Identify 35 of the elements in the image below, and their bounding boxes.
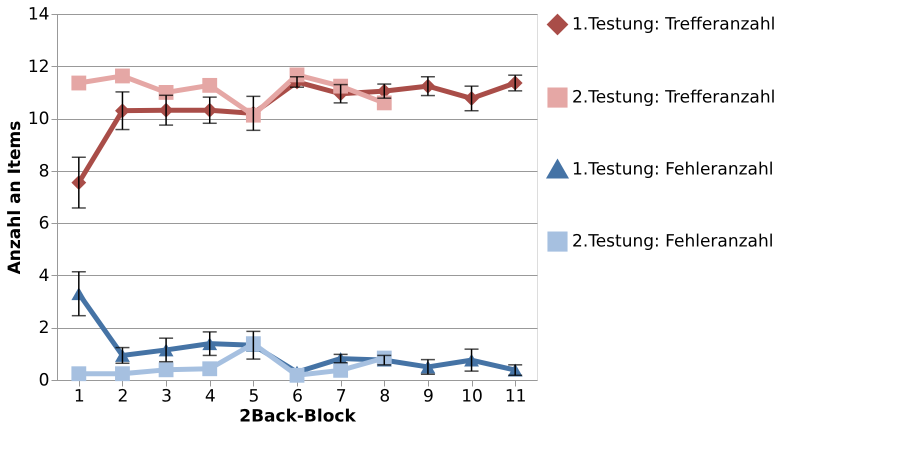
x-axis-title: 2Back-Block: [239, 406, 356, 426]
y-tick-label: 4: [38, 266, 50, 286]
y-tick-label: 6: [38, 214, 50, 234]
point: [333, 362, 348, 378]
x-tick-label: 7: [336, 386, 347, 406]
point: [115, 68, 130, 84]
y-tick-label: 14: [28, 4, 50, 24]
y-tick-label: 2: [38, 318, 50, 338]
point: [202, 78, 218, 93]
x-tick-label: 3: [161, 386, 172, 406]
y-tick-label: 12: [28, 56, 50, 77]
x-tick-label: 1: [74, 386, 85, 406]
y-tick-label: 10: [28, 109, 50, 130]
legend-label: 2.Testung: Trefferanzahl: [572, 88, 776, 108]
x-tick-label: 10: [461, 386, 483, 406]
legend-label: 1.Testung: Fehleranzahl: [572, 160, 774, 180]
point: [202, 361, 218, 376]
point: [158, 362, 174, 378]
point: [246, 336, 261, 352]
x-tick-label: 6: [292, 386, 303, 406]
point: [71, 76, 86, 90]
point: [290, 368, 304, 383]
legend-label: 2.Testung: Fehleranzahl: [572, 232, 774, 252]
x-tick-label: 11: [504, 386, 526, 406]
point: [71, 366, 86, 382]
y-axis-title: Anzahl an Items: [4, 120, 25, 274]
x-tick-label: 4: [204, 386, 216, 406]
x-tick-label: 5: [248, 386, 260, 406]
y-tick-label: 8: [38, 161, 50, 182]
point: [115, 366, 130, 382]
x-tick-label: 8: [379, 386, 390, 406]
y-tick-label: 0: [38, 370, 50, 390]
legend-label: 1.Testung: Trefferanzahl: [572, 14, 776, 34]
x-tick-label: 9: [422, 386, 434, 406]
x-tick-label: 2: [118, 386, 128, 406]
